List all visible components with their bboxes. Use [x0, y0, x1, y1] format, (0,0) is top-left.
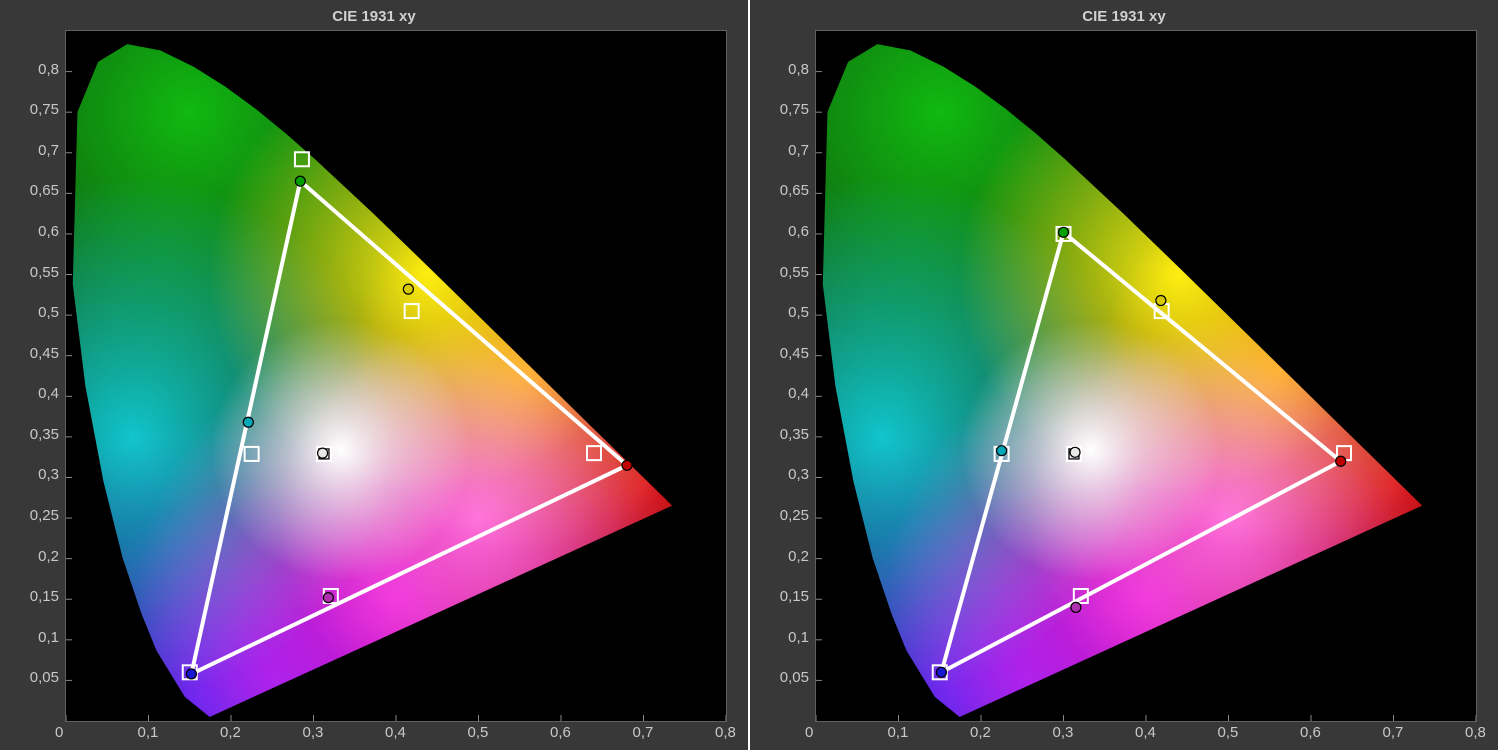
y-tick-label: 0,1: [788, 629, 809, 646]
y-tick-label: 0,35: [780, 426, 809, 443]
y-tick-label: 0,8: [38, 61, 59, 78]
measured-marker-W: [318, 448, 328, 458]
y-tick-label: 0,65: [30, 182, 59, 199]
y-tick-label: 0,55: [780, 264, 809, 281]
x-tick-label: 0,2: [970, 724, 991, 741]
chart-title-right: CIE 1931 xy: [750, 8, 1498, 25]
measured-marker-B: [186, 669, 196, 679]
measured-marker-R: [622, 460, 632, 470]
y-tick-label: 0,75: [30, 101, 59, 118]
x-tick-label: 0,7: [1383, 724, 1404, 741]
plot-area: [815, 30, 1477, 722]
y-tick-label: 0,2: [38, 548, 59, 565]
measured-marker-M: [1071, 602, 1081, 612]
measured-marker-M: [323, 593, 333, 603]
y-tick-label: 0,35: [30, 426, 59, 443]
measured-marker-W: [1070, 447, 1080, 457]
y-tick-label: 0,6: [788, 223, 809, 240]
y-tick-label: 0,45: [30, 345, 59, 362]
plot-area: [65, 30, 727, 722]
y-tick-label: 0,45: [780, 345, 809, 362]
y-tick-label: 0,15: [780, 588, 809, 605]
y-tick-label: 0,65: [780, 182, 809, 199]
y-tick-label: 0,1: [38, 629, 59, 646]
x-tick-label: 0,3: [1053, 724, 1074, 741]
x-tick-label: 0,8: [1465, 724, 1486, 741]
y-tick-label: 0,6: [38, 223, 59, 240]
measured-marker-G: [295, 176, 305, 186]
measured-marker-C: [243, 417, 253, 427]
measured-marker-Y: [403, 284, 413, 294]
x-tick-label: 0,8: [715, 724, 736, 741]
y-tick-label: 0,7: [38, 142, 59, 159]
x-tick-label: 0,5: [1218, 724, 1239, 741]
y-tick-label: 0,7: [788, 142, 809, 159]
measured-marker-R: [1336, 456, 1346, 466]
y-tick-label: 0,25: [780, 507, 809, 524]
cie-horseshoe: [66, 31, 726, 721]
x-tick-label: 0,3: [303, 724, 324, 741]
y-tick-label: 0,55: [30, 264, 59, 281]
x-tick-label: 0: [55, 724, 63, 741]
cie-horseshoe: [816, 31, 1476, 721]
chart-wrapper: CIE 1931 xy 0,05 0,1 0,15 0,2 0,25 0,3 0,35 0,4…: [0, 0, 1500, 750]
x-tick-label: 0,4: [1135, 724, 1156, 741]
y-tick-label: 0,25: [30, 507, 59, 524]
cie-panel-right: CIE 1931 xy 0,05 0,1 0,15 0,2 0,25 0,3 0,35 0,4…: [750, 0, 1498, 750]
x-tick-label: 0,6: [1300, 724, 1321, 741]
x-tick-label: 0,6: [550, 724, 571, 741]
y-tick-label: 0,3: [38, 466, 59, 483]
y-tick-label: 0,5: [788, 304, 809, 321]
y-tick-label: 0,05: [30, 669, 59, 686]
x-tick-label: 0,7: [633, 724, 654, 741]
y-tick-label: 0,2: [788, 548, 809, 565]
measured-marker-B: [936, 667, 946, 677]
y-tick-label: 0,3: [788, 466, 809, 483]
x-tick-label: 0,1: [888, 724, 909, 741]
x-tick-label: 0,4: [385, 724, 406, 741]
y-tick-label: 0,4: [38, 385, 59, 402]
chart-title-left: CIE 1931 xy: [0, 8, 748, 25]
y-tick-label: 0,75: [780, 101, 809, 118]
x-tick-label: 0: [805, 724, 813, 741]
y-tick-label: 0,5: [38, 304, 59, 321]
y-tick-label: 0,4: [788, 385, 809, 402]
x-tick-label: 0,2: [220, 724, 241, 741]
y-tick-label: 0,05: [780, 669, 809, 686]
cie-panel-left: CIE 1931 xy 0,05 0,1 0,15 0,2 0,25 0,3 0,35 0,4…: [0, 0, 750, 750]
measured-marker-C: [997, 446, 1007, 456]
x-tick-label: 0,1: [138, 724, 159, 741]
y-tick-label: 0,15: [30, 588, 59, 605]
measured-marker-G: [1059, 227, 1069, 237]
measured-marker-Y: [1156, 296, 1166, 306]
x-tick-label: 0,5: [468, 724, 489, 741]
y-tick-label: 0,8: [788, 61, 809, 78]
